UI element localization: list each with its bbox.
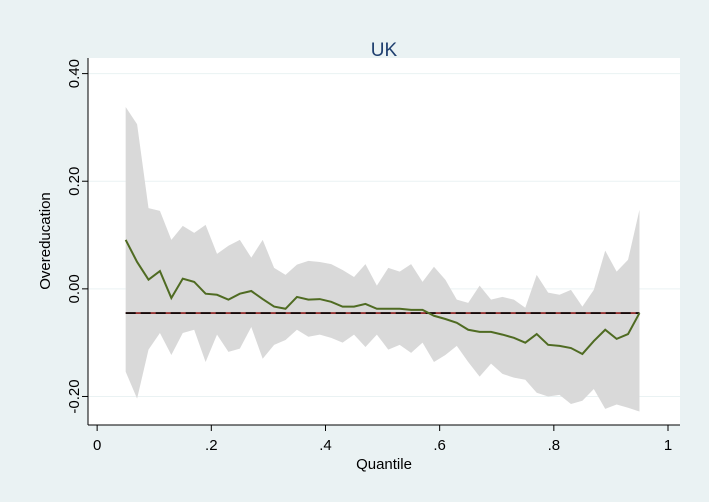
x-tick-label: 0 <box>93 437 101 454</box>
chart-title: UK <box>371 40 398 61</box>
x-tick-label: .8 <box>548 437 561 454</box>
y-tick-label: -0.20 <box>66 379 83 413</box>
y-tick-label: 0.40 <box>66 59 83 88</box>
x-tick-label: .4 <box>319 437 332 454</box>
confidence-band <box>125 106 640 412</box>
y-tick-label: 0.00 <box>66 274 83 303</box>
x-axis-title: Quantile <box>356 456 412 473</box>
x-tick-label: .2 <box>205 437 218 454</box>
y-axis-title: Overeducation <box>37 192 54 290</box>
x-tick-label: 1 <box>664 437 672 454</box>
y-tick-label: 0.20 <box>66 167 83 196</box>
x-tick-label: .6 <box>433 437 446 454</box>
estimate-line <box>124 239 641 356</box>
